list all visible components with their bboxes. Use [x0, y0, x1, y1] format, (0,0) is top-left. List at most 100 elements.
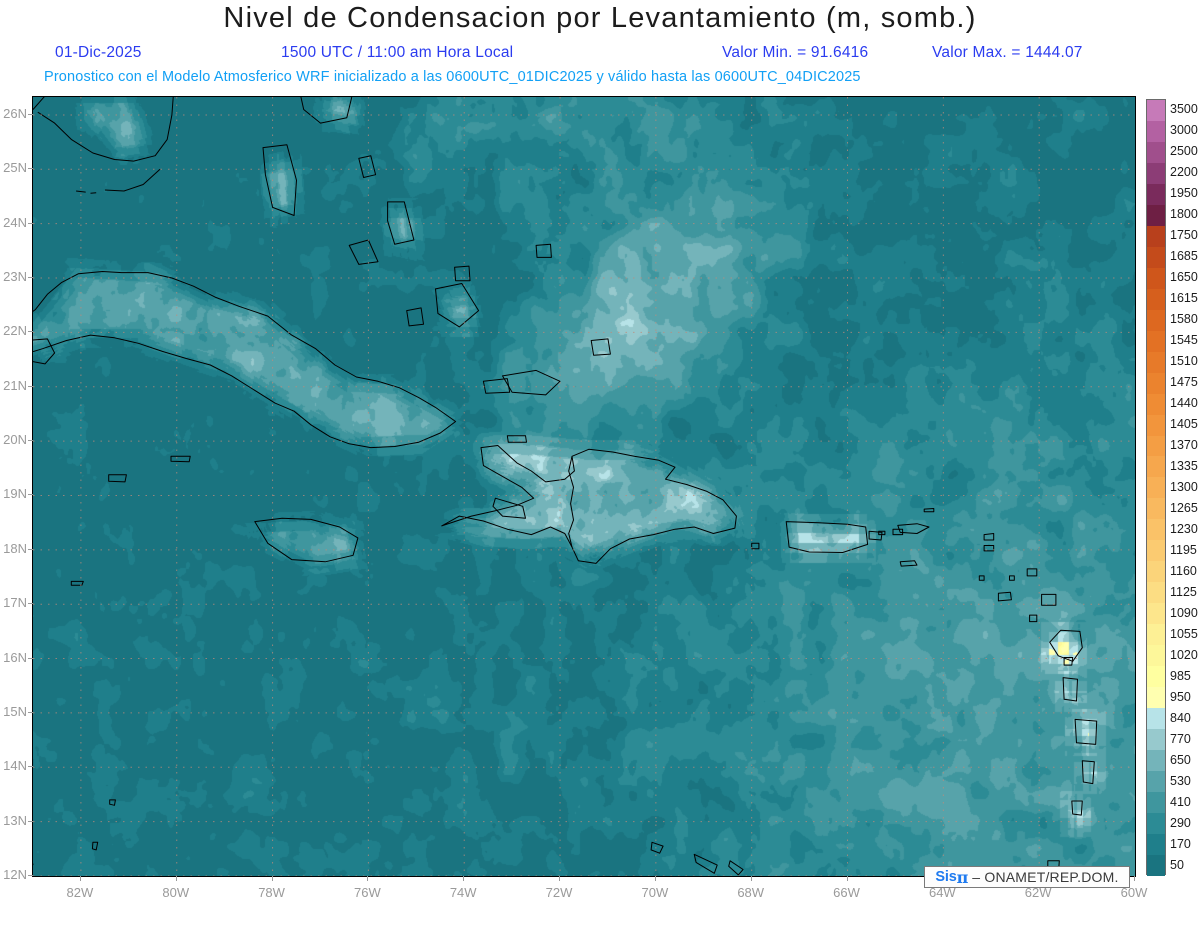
- lat-tick-mark: [28, 440, 33, 442]
- colorbar-swatch: [1147, 708, 1165, 730]
- coastline-path: [108, 474, 127, 483]
- colorbar-swatch: [1147, 561, 1165, 583]
- colorbar-tick-label: 1615: [1170, 291, 1198, 306]
- lat-tick-mark: [28, 548, 33, 550]
- coastline-path: [923, 508, 935, 513]
- coastline-path: [502, 369, 561, 396]
- colorbar-swatch: [1147, 519, 1165, 541]
- colorbar-tick-label: 1370: [1170, 438, 1198, 453]
- lat-tick-label: 17N: [3, 595, 27, 611]
- colorbar-swatch: [1147, 456, 1165, 478]
- lon-tick-mark: [367, 876, 369, 881]
- colorbar-tick-label: 1510: [1170, 354, 1198, 369]
- colorbar-tick-label: 1475: [1170, 375, 1198, 390]
- coastline-path: [868, 530, 883, 541]
- lat-tick-label: 19N: [3, 486, 27, 502]
- value-max: Valor Max. = 1444.07: [932, 44, 1083, 61]
- coastline-path: [1041, 593, 1057, 606]
- colorbar-tick-label: 840: [1170, 710, 1191, 725]
- lat-tick-mark: [28, 603, 33, 605]
- colorbar-tick-label: 1650: [1170, 270, 1198, 285]
- coastline-path: [37, 97, 174, 162]
- colorbar-swatch: [1147, 603, 1165, 625]
- colorbar-tick-label: 410: [1170, 794, 1191, 809]
- coastline-path: [348, 239, 379, 265]
- colorbar-swatch: [1147, 687, 1165, 709]
- lon-tick-mark: [79, 876, 81, 881]
- colorbar-swatch: [1147, 393, 1165, 415]
- colorbar-swatch: [1147, 246, 1165, 268]
- colorbar-swatch: [1147, 120, 1165, 142]
- colorbar-tick-label: 1230: [1170, 521, 1198, 536]
- coastline-path: [1071, 800, 1083, 816]
- colorbar-swatch: [1147, 225, 1165, 247]
- colorbar-swatch: [1147, 162, 1165, 184]
- colorbar[interactable]: [1146, 99, 1166, 876]
- colorbar-tick-label: 1750: [1170, 228, 1198, 243]
- coastline-path: [358, 155, 377, 178]
- colorbar-swatch: [1147, 540, 1165, 562]
- lat-tick-label: 14N: [3, 758, 27, 774]
- lon-tick-label: 78W: [258, 885, 285, 900]
- lat-tick-label: 24N: [3, 214, 27, 230]
- lon-tick-label: 80W: [162, 885, 190, 900]
- lon-tick-mark: [846, 876, 848, 881]
- coastline-path: [897, 523, 930, 534]
- colorbar-swatch: [1147, 833, 1165, 855]
- coastline-path: [650, 841, 664, 854]
- colorbar-swatch: [1147, 729, 1165, 751]
- lon-tick-mark: [463, 876, 465, 881]
- colorbar-tick-label: 1800: [1170, 207, 1198, 222]
- coastline-path: [751, 542, 760, 550]
- coastline-path: [170, 455, 191, 463]
- coastline-path: [406, 307, 424, 327]
- lat-tick-mark: [28, 657, 33, 659]
- coastline-path: [997, 591, 1012, 602]
- colorbar-tick-label: 1055: [1170, 626, 1198, 641]
- coastline-path: [454, 265, 471, 282]
- coastline-path: [1074, 718, 1098, 745]
- colorbar-swatch: [1147, 771, 1165, 792]
- lat-tick-mark: [28, 494, 33, 496]
- coastline-path: [300, 97, 353, 124]
- coastline-path: [1063, 657, 1074, 666]
- attribution-logo-box: Sis π – ONAMET/REP.DOM.: [924, 866, 1130, 888]
- coastline-path: [785, 521, 869, 553]
- lon-tick-label: 66W: [833, 885, 860, 900]
- colorbar-swatch: [1147, 791, 1165, 813]
- colorbar-swatch: [1147, 288, 1165, 310]
- colorbar-swatch: [1147, 309, 1165, 331]
- lon-tick-mark: [1134, 876, 1135, 881]
- lat-tick-mark: [28, 385, 33, 387]
- coastline-path: [76, 190, 86, 193]
- lon-tick-label: 70W: [641, 885, 669, 900]
- lat-tick-label: 26N: [3, 105, 27, 121]
- colorbar-tick-label: 530: [1170, 773, 1191, 788]
- lat-tick-mark: [28, 711, 33, 713]
- lon-tick-label: 82W: [66, 885, 94, 900]
- colorbar-swatch: [1147, 372, 1165, 394]
- colorbar-tick-label: 1685: [1170, 249, 1198, 264]
- colorbar-swatch: [1147, 666, 1165, 688]
- lon-tick-label: 64W: [928, 885, 956, 900]
- coastline-path: [90, 192, 97, 194]
- lat-tick-label: 15N: [3, 703, 27, 719]
- colorbar-tick-label: 2500: [1170, 144, 1198, 159]
- colorbar-tick-label: 1545: [1170, 333, 1198, 348]
- value-min: Valor Min. = 91.6416: [722, 44, 869, 61]
- colorbar-swatch: [1147, 624, 1165, 646]
- coastline-path: [387, 201, 415, 245]
- colorbar-tick-label: 1950: [1170, 186, 1198, 201]
- map-plot-area[interactable]: [32, 96, 1136, 877]
- colorbar-tick-label: 170: [1170, 836, 1191, 851]
- lon-tick-label: 72W: [545, 885, 573, 900]
- lat-tick-label: 23N: [3, 269, 27, 285]
- coastline-path: [983, 533, 995, 541]
- colorbar-tick-label: 1440: [1170, 396, 1198, 411]
- coastline-path: [1026, 568, 1038, 577]
- coastline-path: [728, 860, 744, 876]
- coastline-path: [33, 338, 56, 365]
- coastline-path: [1009, 575, 1015, 581]
- colorbar-swatch: [1147, 351, 1165, 373]
- lon-tick-mark: [750, 876, 752, 881]
